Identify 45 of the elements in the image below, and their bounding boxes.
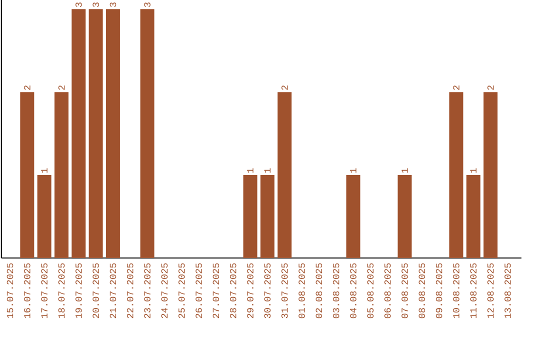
x-tick-label: 08.08.2025: [418, 263, 426, 318]
x-tick-label: 21.07.2025: [110, 263, 116, 318]
data-label: 2: [281, 86, 288, 90]
x-tick-label: 30.07.2025: [264, 263, 271, 318]
data-label: 2: [487, 86, 494, 90]
x-tick-label: 12.08.2025: [487, 263, 494, 318]
x-tick-label: 29.07.2025: [247, 263, 254, 318]
x-tick-label: 31.07.2025: [281, 263, 288, 318]
data-label: 1: [402, 168, 408, 173]
x-tick-label: 10.08.2025: [453, 263, 460, 318]
x-tick-label: 17.07.2025: [41, 263, 48, 318]
data-label: 3: [75, 2, 82, 7]
x-tick-label: 20.07.2025: [92, 263, 99, 318]
x-tick-label: 07.08.2025: [402, 263, 408, 318]
x-tick-label: 24.07.2025: [161, 263, 168, 318]
data-label: 3: [110, 2, 116, 7]
data-label: 1: [470, 168, 476, 173]
data-label: 2: [453, 86, 460, 90]
x-tick-label: 16.07.2025: [24, 263, 30, 318]
data-label: 3: [144, 2, 150, 7]
x-tick-label: 18.07.2025: [58, 263, 65, 318]
x-tick-label: 19.07.2025: [75, 263, 82, 318]
data-label: 1: [350, 168, 356, 173]
data-label: 1: [264, 168, 270, 173]
x-tick-label: 09.08.2025: [436, 263, 442, 318]
x-tick-label: 01.08.2025: [298, 263, 305, 318]
data-label: 3: [92, 2, 99, 7]
x-tick-label: 28.07.2025: [230, 263, 236, 318]
x-tick-label: 13.08.2025: [504, 263, 511, 318]
x-tick-label: 03.08.2025: [332, 263, 340, 318]
data-label: 2: [58, 86, 65, 90]
x-tick-label: 15.07.2025: [6, 263, 14, 318]
x-tick-label: 11.08.2025: [470, 263, 477, 318]
data-label: 1: [41, 168, 48, 173]
x-tick-label: 22.07.2025: [126, 263, 134, 318]
x-tick-label: 23.07.2025: [144, 263, 150, 318]
x-tick-label: 02.08.2025: [316, 263, 322, 318]
x-tick-label: 26.07.2025: [196, 263, 202, 318]
x-tick-label: 25.07.2025: [178, 263, 185, 318]
x-tick-label: 04.08.2025: [350, 263, 356, 318]
x-tick-label: 27.07.2025: [212, 263, 220, 318]
data-label: 2: [24, 86, 30, 90]
x-tick-label: 06.08.2025: [384, 263, 391, 318]
x-tick-label: 05.08.2025: [367, 263, 374, 318]
data-label: 1: [247, 168, 254, 173]
